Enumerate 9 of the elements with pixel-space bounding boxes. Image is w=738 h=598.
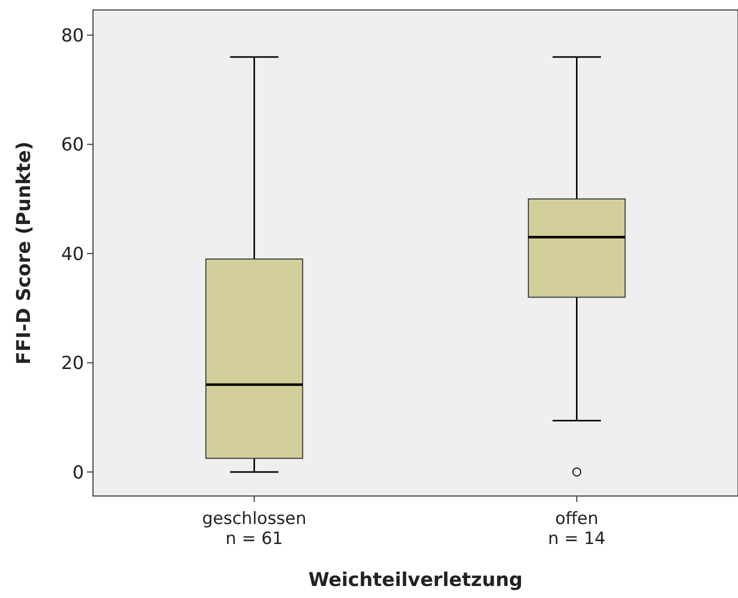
y-tick-label: 40 <box>61 244 84 265</box>
y-tick-label: 60 <box>61 134 84 156</box>
y-tick-label: 0 <box>72 462 84 484</box>
y-tick-label: 20 <box>61 353 84 374</box>
x-axis-title: Weichteilverletzung <box>308 569 523 591</box>
y-tick-label: 80 <box>61 25 84 46</box>
y-axis-title: FFI-D Score (Punkte) <box>13 141 35 365</box>
x-tick-label: geschlossen n = 61 <box>202 509 306 549</box>
x-tick-label: offen n = 14 <box>548 509 606 549</box>
